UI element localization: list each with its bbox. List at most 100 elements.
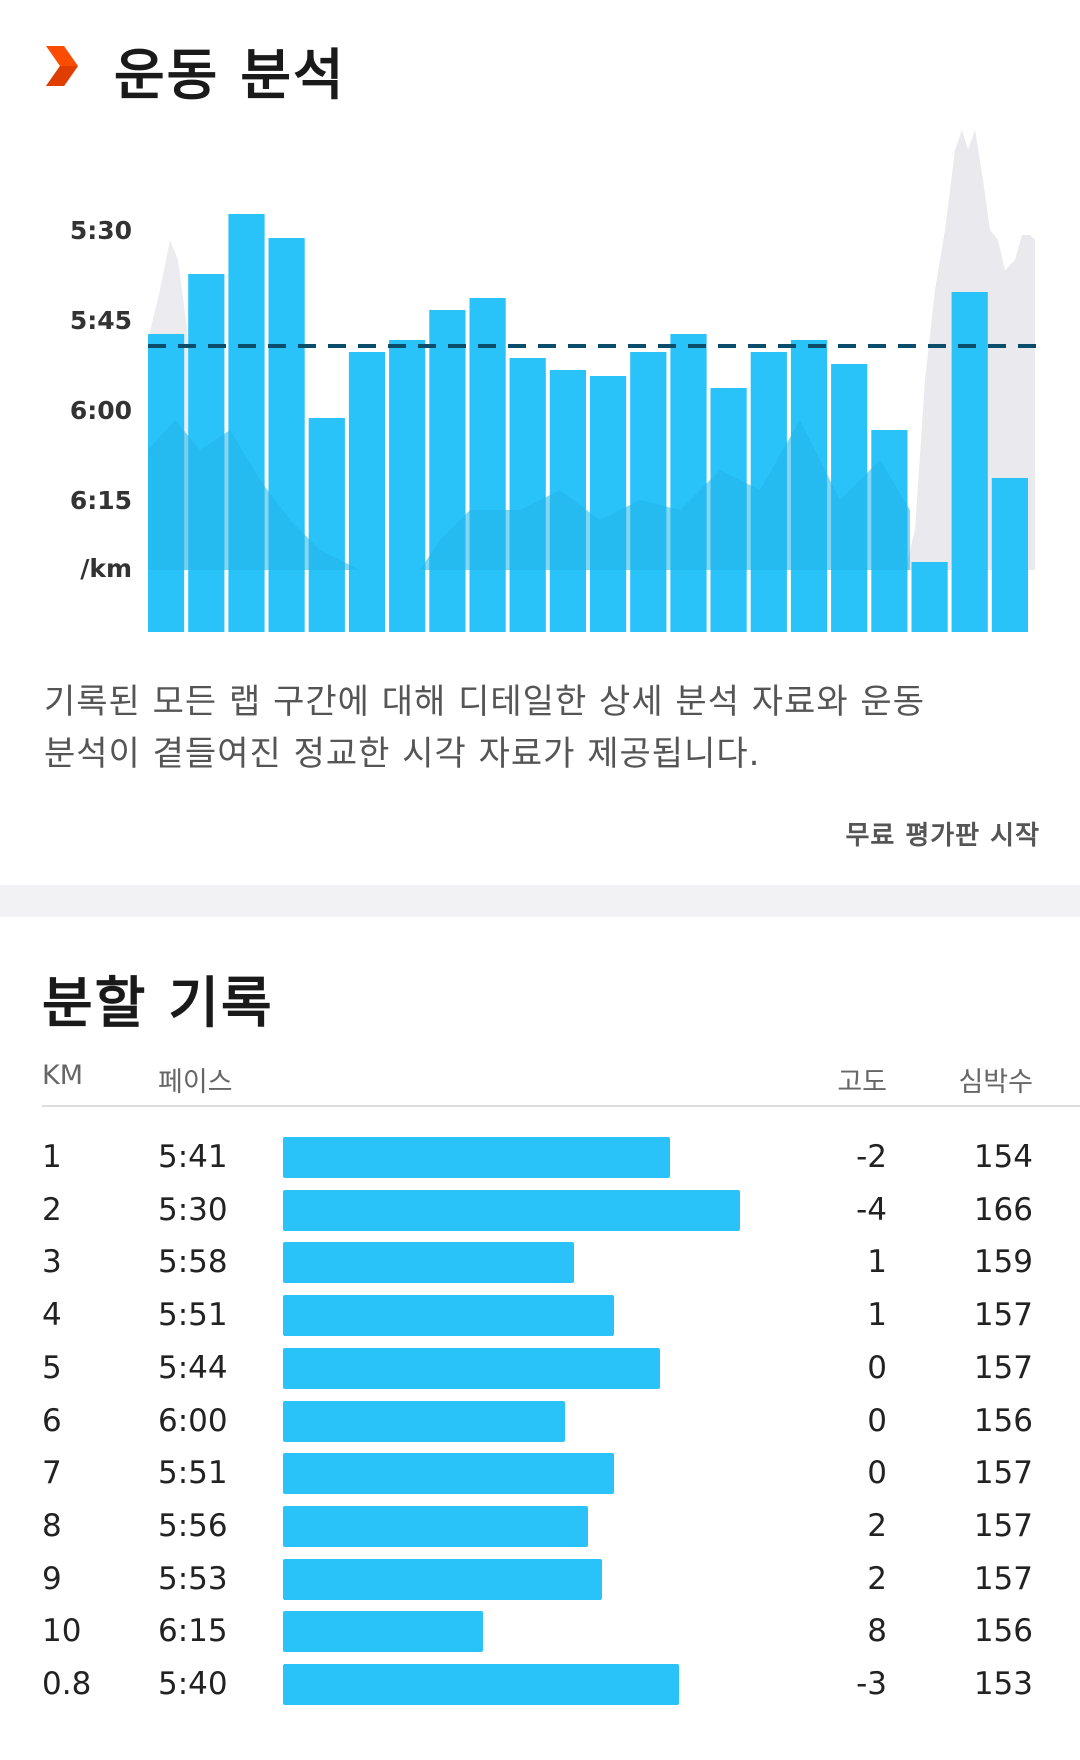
chart-plot [148,130,1040,632]
split-km: 9 [42,1560,62,1597]
column-header-heart-rate: 심박수 [958,1067,1033,1098]
column-header-pace: 페이스 [158,1067,233,1098]
pace-bar [348,352,386,632]
pace-bar [951,292,988,632]
table-row: 10 6:15 8 156 [0,1607,1080,1660]
y-tick-label: 5:45 [69,306,132,335]
split-heart-rate: 153 [973,1666,1033,1702]
column-header-elevation: 고도 [837,1067,887,1098]
split-elevation: 8 [867,1613,887,1650]
split-km: 5 [42,1349,62,1386]
split-pace: 5:44 [158,1349,228,1386]
pace-bar [283,1347,660,1389]
split-km: 0.8 [42,1666,92,1702]
split-elevation: 0 [867,1349,887,1386]
split-heart-rate: 159 [973,1244,1033,1281]
split-elevation: 2 [867,1560,887,1597]
splits-title: 분할 기록 [42,971,274,1035]
pace-bar [283,1242,574,1284]
split-pace: 5:41 [158,1139,228,1175]
y-tick-label: 6:00 [69,396,132,425]
split-heart-rate: 154 [973,1139,1033,1175]
pace-bar [991,478,1028,632]
table-row: 0.8 5:40 -3 153 [0,1660,1080,1713]
split-heart-rate: 157 [973,1349,1033,1386]
pace-bar [308,418,345,632]
pace-bar [389,340,426,632]
chevron-right-icon [46,46,78,86]
pace-chart: 5:30 5:45 6:00 6:15 /km [0,120,1080,650]
split-heart-rate: 157 [973,1560,1033,1597]
split-heart-rate: 166 [973,1191,1033,1228]
y-tick-label: 6:15 [69,486,132,515]
split-pace: 5:30 [158,1191,228,1228]
pace-bar [283,1558,602,1600]
start-free-trial-link[interactable]: 무료 평가판 시작 [845,821,1040,851]
pace-bar [283,1611,483,1653]
split-km: 10 [42,1613,82,1650]
table-row: 2 5:30 -4 166 [0,1186,1080,1239]
split-km: 7 [42,1455,62,1492]
split-heart-rate: 157 [973,1455,1033,1492]
split-pace: 6:00 [158,1402,228,1439]
split-elevation: -3 [856,1666,887,1702]
column-header-km: KM [42,1060,84,1091]
description-line: 분석이 곁들여진 정교한 시각 자료가 제공됩니다. [44,734,761,774]
split-pace: 5:53 [158,1560,228,1597]
section-divider [0,885,1080,917]
analysis-title: 운동 분석 [114,43,346,107]
y-unit-label: /km [80,554,132,583]
pace-bar [630,352,667,632]
pace-bar [283,1295,614,1337]
split-elevation: 1 [867,1244,887,1281]
split-elevation: 1 [867,1297,887,1334]
analysis-description: 기록된 모든 랩 구간에 대해 디테일한 상세 분석 자료와 운동 분석이 곁들… [44,676,1044,780]
split-pace: 6:15 [158,1613,228,1650]
split-km: 2 [42,1191,62,1228]
split-km: 1 [42,1139,62,1175]
split-pace: 5:56 [158,1507,228,1544]
pace-bar [283,1505,588,1547]
pace-bar [268,238,305,632]
split-elevation: 0 [867,1455,887,1492]
split-pace: 5:51 [158,1297,228,1334]
split-pace: 5:51 [158,1455,228,1492]
table-row: 3 5:58 1 159 [0,1238,1080,1291]
table-row: 6 6:00 0 156 [0,1397,1080,1450]
pace-bar [911,562,948,632]
pace-bar [283,1453,614,1495]
pace-bar [283,1189,740,1231]
pace-bar [509,358,546,632]
split-pace: 5:58 [158,1244,228,1281]
table-row: 5 5:44 0 157 [0,1344,1080,1397]
split-km: 4 [42,1297,62,1334]
pace-bar [283,1664,679,1705]
header: 운동 분석 [0,0,1080,140]
pace-bar [590,376,627,632]
split-heart-rate: 157 [973,1507,1033,1544]
split-pace: 5:40 [158,1666,228,1702]
split-elevation: 0 [867,1402,887,1439]
pace-bar [283,1400,565,1442]
split-elevation: 2 [867,1507,887,1544]
split-elevation: -2 [856,1139,887,1175]
pace-bar [670,334,707,632]
table-row: 4 5:51 1 157 [0,1291,1080,1344]
y-tick-label: 5:30 [69,216,132,245]
split-elevation: -4 [856,1191,887,1228]
table-row: 1 5:41 -2 154 [0,1133,1080,1186]
heartrate-area [148,420,910,570]
split-km: 8 [42,1507,62,1544]
description-line: 기록된 모든 랩 구간에 대해 디테일한 상세 분석 자료와 운동 [44,682,925,722]
pace-bar [469,298,506,632]
split-km: 3 [42,1244,62,1281]
pace-bar [283,1137,670,1178]
split-km: 6 [42,1402,62,1439]
split-heart-rate: 156 [973,1402,1033,1439]
table-row: 9 5:53 2 157 [0,1555,1080,1608]
pace-bar [429,310,466,632]
table-row: 8 5:56 2 157 [0,1502,1080,1555]
split-heart-rate: 157 [973,1297,1033,1334]
header-divider [42,1105,1080,1107]
table-row: 7 5:51 0 157 [0,1449,1080,1502]
